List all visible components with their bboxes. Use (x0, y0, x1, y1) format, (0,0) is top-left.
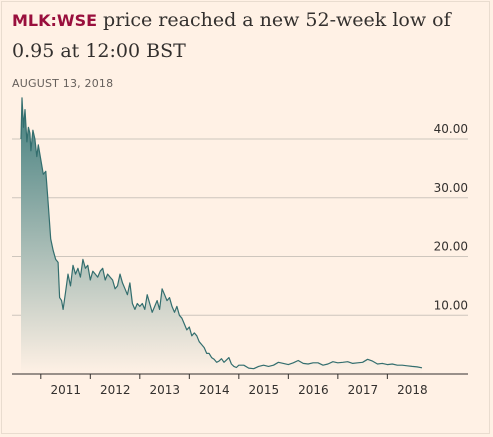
x-tick-label: 2017 (348, 383, 379, 397)
y-axis-labels: 10.00 20.00 30.00 40.00 (434, 122, 468, 312)
x-tick-label: 2013 (150, 383, 181, 397)
x-tick-label: 2015 (249, 383, 280, 397)
y-tick-label: 30.00 (434, 181, 468, 195)
x-axis-ticks (40, 374, 388, 379)
y-tick-label: 40.00 (434, 122, 468, 136)
ticker-symbol[interactable]: MLK:WSE (12, 11, 98, 30)
y-tick-label: 10.00 (434, 298, 468, 312)
y-tick-label: 20.00 (434, 240, 468, 254)
dateline: AUGUST 13, 2018 (12, 77, 114, 90)
x-tick-label: 2016 (298, 383, 329, 397)
x-tick-label: 2014 (199, 383, 230, 397)
headline-text: price reached a new 52-week low of 0.95 … (12, 9, 451, 62)
x-axis-labels: 2011 2012 2013 2014 2015 2016 2017 2018 (51, 383, 428, 397)
x-tick-label: 2012 (100, 383, 131, 397)
headline: MLK:WSE price reached a new 52-week low … (12, 5, 482, 66)
x-tick-label: 2011 (51, 383, 82, 397)
price-area (21, 97, 422, 375)
price-line (20, 97, 423, 370)
x-tick-label: 2018 (397, 383, 428, 397)
